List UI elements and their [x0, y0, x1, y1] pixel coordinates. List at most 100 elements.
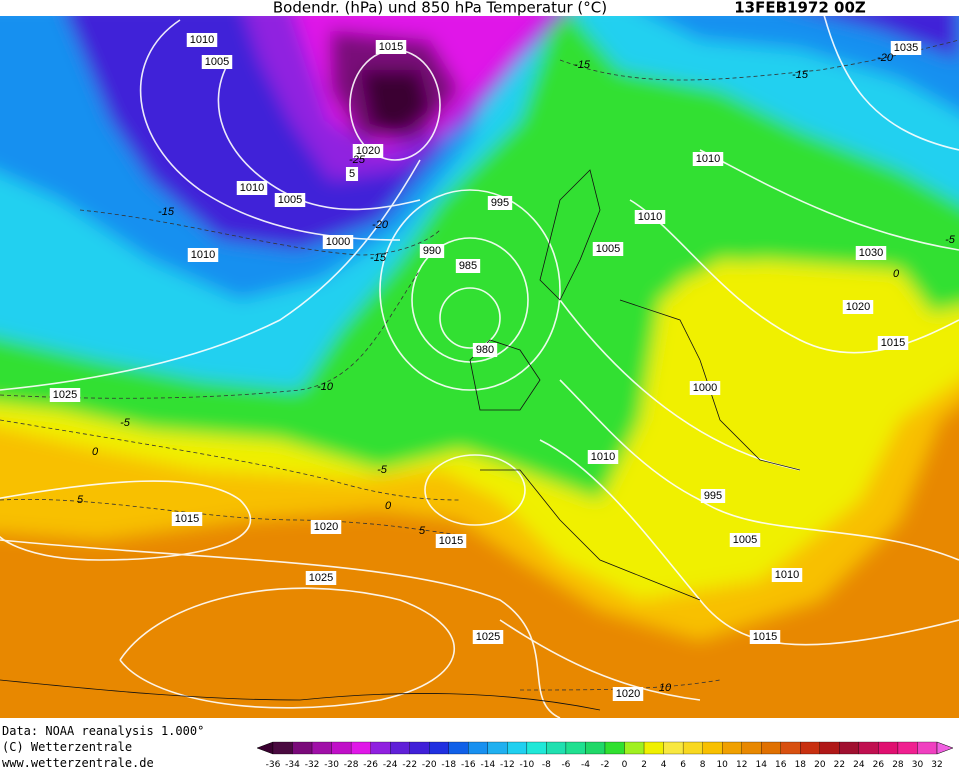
isobar-label: 990: [423, 245, 441, 257]
colorbar-tick-label: 4: [661, 760, 667, 770]
colorbar-tick-label: -6: [561, 760, 570, 770]
isobar-label-box: [749, 630, 781, 644]
isobar-label-box: [435, 534, 467, 548]
colorbar-box: [526, 741, 547, 755]
isotherm-label: -10: [317, 381, 334, 393]
isotherm-label: 0: [92, 446, 99, 458]
colorbar-box: [663, 741, 684, 755]
colorbar-tick-label: 22: [834, 760, 845, 770]
colorbar-box: [722, 741, 742, 755]
isobar-label: 995: [491, 197, 509, 209]
isobar-label: 1015: [881, 337, 905, 349]
colorbar-tick-label: -8: [542, 760, 551, 770]
isobar-label-box: [472, 630, 504, 644]
isobar-label-box: [771, 568, 803, 582]
isobar-label: 1015: [379, 41, 403, 53]
colorbar-box: [624, 741, 645, 755]
copyright: (C) Wetterzentrale: [2, 740, 132, 754]
colorbar-tick-label: -12: [500, 760, 515, 770]
isobar-label: 1025: [53, 389, 77, 401]
isotherm-label: -20: [372, 219, 389, 231]
colorbar-tick-label: 18: [795, 760, 807, 770]
map-title: Bodendr. (hPa) und 850 hPa Temperatur (°…: [273, 0, 607, 17]
isobar-label: 1000: [326, 236, 350, 248]
isobar-label: 1010: [191, 249, 215, 261]
isobar-label-box: [201, 55, 233, 69]
isobar-label-box: [186, 33, 218, 47]
isotherm-label: -25: [349, 154, 366, 166]
isobar-label: 995: [704, 490, 722, 502]
isobar-label: 1010: [240, 182, 264, 194]
website: www.wetterzentrale.de: [2, 756, 154, 770]
colorbar-box: [800, 741, 820, 755]
colorbar-tick-label: -20: [422, 760, 437, 770]
isobar-label-box: [345, 167, 359, 181]
isobar-label: 980: [476, 344, 494, 356]
isotherm-label: -5: [120, 417, 131, 429]
colorbar-tick-label: 12: [736, 760, 747, 770]
colorbar-box: [487, 741, 508, 755]
colorbar-box: [604, 741, 625, 755]
isobar-label: 1005: [278, 194, 302, 206]
colorbar-tick-label: 28: [892, 760, 904, 770]
isotherm-label: -15: [158, 206, 175, 218]
isobar-label: 1025: [476, 631, 500, 643]
isobar-label-box: [472, 343, 498, 357]
isobar-label-box: [587, 450, 619, 464]
colorbar-box: [331, 741, 352, 755]
colorbar-box: [702, 741, 723, 755]
colorbar-tick-label: -30: [324, 760, 339, 770]
isotherm-label: -20: [877, 52, 894, 64]
colorbar-tick-label: -14: [480, 760, 495, 770]
colorbar-tick-label: 6: [680, 760, 686, 770]
isobar-label-box: [49, 388, 81, 402]
colorbar-box: [819, 741, 840, 755]
isobar-label: 1015: [753, 631, 777, 643]
colorbar-tick-label: -28: [344, 760, 359, 770]
isobar-label: 1005: [733, 534, 757, 546]
colorbar-box: [565, 741, 586, 755]
isobar-label: 5: [349, 168, 355, 180]
isotherm-label: 5: [419, 525, 426, 537]
isobar-label-box: [612, 687, 644, 701]
colorbar-box: [468, 741, 488, 755]
colorbar-tick-label: 0: [622, 760, 628, 770]
colorbar-tick-label: 32: [931, 760, 942, 770]
colorbar-tick-label: 16: [775, 760, 787, 770]
map-date: 13FEB1972 00Z: [734, 0, 866, 17]
colorbar-box: [839, 741, 860, 755]
isobar-label-box: [877, 336, 909, 350]
isobar-label-box: [487, 196, 513, 210]
colorbar-tick-label: -4: [581, 760, 590, 770]
isotherm-label: 0: [385, 500, 392, 512]
colorbar: -36 -34 -32 -30 -28 -26 -24 -22 -20 -18 -16 -14 -12-…: [256, 741, 954, 770]
colorbar-box: [448, 741, 469, 755]
isobar-label: 1010: [696, 153, 720, 165]
isobar-label-box: [455, 259, 481, 273]
colorbar-box: [272, 741, 293, 755]
data-source: Data: NOAA reanalysis 1.000°: [2, 724, 204, 738]
colorbar-box: [292, 741, 313, 755]
isobar-label-box: [375, 40, 407, 54]
colorbar-tick-label: -32: [305, 760, 320, 770]
colorbar-box: [370, 741, 391, 755]
colorbar-tick-label: 10: [716, 760, 728, 770]
colorbar-tick-label: 2: [641, 760, 647, 770]
colorbar-box: [409, 741, 430, 755]
colorbar-tick-label: -36: [266, 760, 281, 770]
isobar-label: 1020: [314, 521, 338, 533]
isotherm-label: 10: [659, 682, 672, 694]
isobar-label-box: [592, 242, 624, 256]
colorbar-box: [350, 741, 371, 755]
isobar-label-box: [729, 533, 761, 547]
isobar-label: 1020: [616, 688, 640, 700]
colorbar-box: [507, 741, 528, 755]
colorbar-box: [878, 741, 899, 755]
isobar-label-box: [419, 244, 445, 258]
colorbar-box: [917, 741, 938, 755]
colorbar-tick-label: 30: [912, 760, 924, 770]
isobar-label: 1015: [439, 535, 463, 547]
contour-labels: 1010100510151020510101005100099098599598…: [49, 33, 956, 701]
isobar-label-box: [236, 181, 268, 195]
